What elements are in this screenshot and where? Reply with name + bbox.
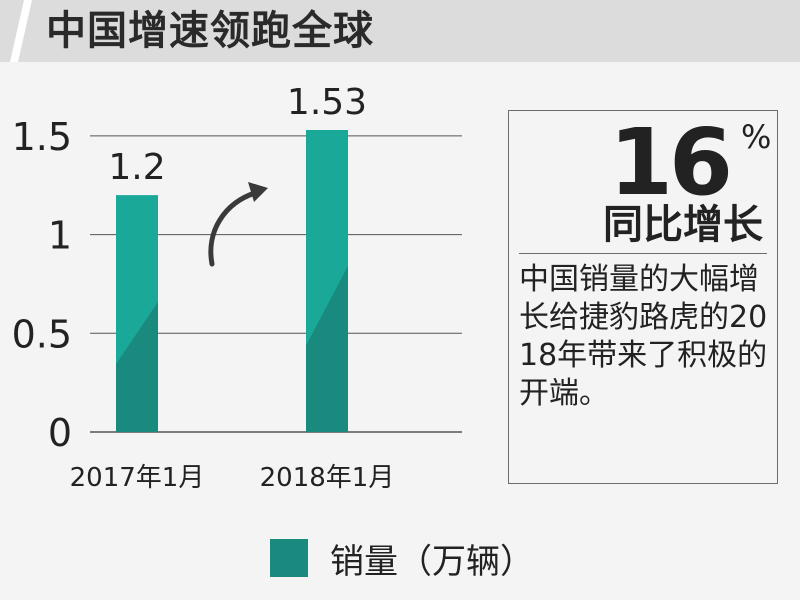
value-labels: 1.2 1.53 xyxy=(108,82,367,188)
x-tick-label: 2017年1月 xyxy=(70,463,205,493)
percent-sign: % xyxy=(741,118,772,156)
info-description: 中国销量的大幅增长给捷豹路虎的2018年带来了积极的开端。 xyxy=(519,262,768,411)
legend-swatch xyxy=(270,539,308,577)
curved-up-arrow-icon xyxy=(208,182,268,267)
x-tick-label: 2018年1月 xyxy=(260,463,395,493)
info-box: 16 % 同比增长 中国销量的大幅增长给捷豹路虎的2018年带来了积极的开端。 xyxy=(508,110,778,484)
value-label: 1.2 xyxy=(108,147,165,188)
growth-label: 同比增长 xyxy=(603,202,763,248)
legend: 销量（万辆） xyxy=(270,538,534,582)
y-tick-label: 1.5 xyxy=(12,115,72,159)
info-divider xyxy=(519,253,767,254)
page-title: 中国增速领跑全球 xyxy=(46,8,374,54)
header-band: 中国增速领跑全球 xyxy=(0,0,800,62)
bars xyxy=(116,130,348,432)
value-label: 1.53 xyxy=(287,82,367,123)
y-axis-tick-labels: 0 0.5 1 1.5 xyxy=(12,115,72,455)
bar-shading xyxy=(306,265,348,432)
diagonal-stripe-icon xyxy=(10,0,32,62)
y-tick-label: 1 xyxy=(48,214,72,258)
bar-chart: 0 0.5 1 1.5 1.2 1.53 2017年1月 2018年1月 xyxy=(12,82,462,493)
bar-shading xyxy=(116,301,158,432)
x-axis-tick-labels: 2017年1月 2018年1月 xyxy=(70,463,395,493)
legend-label: 销量（万辆） xyxy=(330,541,534,582)
growth-percentage: 16 xyxy=(609,109,733,216)
y-tick-label: 0.5 xyxy=(12,312,72,356)
y-tick-label: 0 xyxy=(48,411,72,455)
